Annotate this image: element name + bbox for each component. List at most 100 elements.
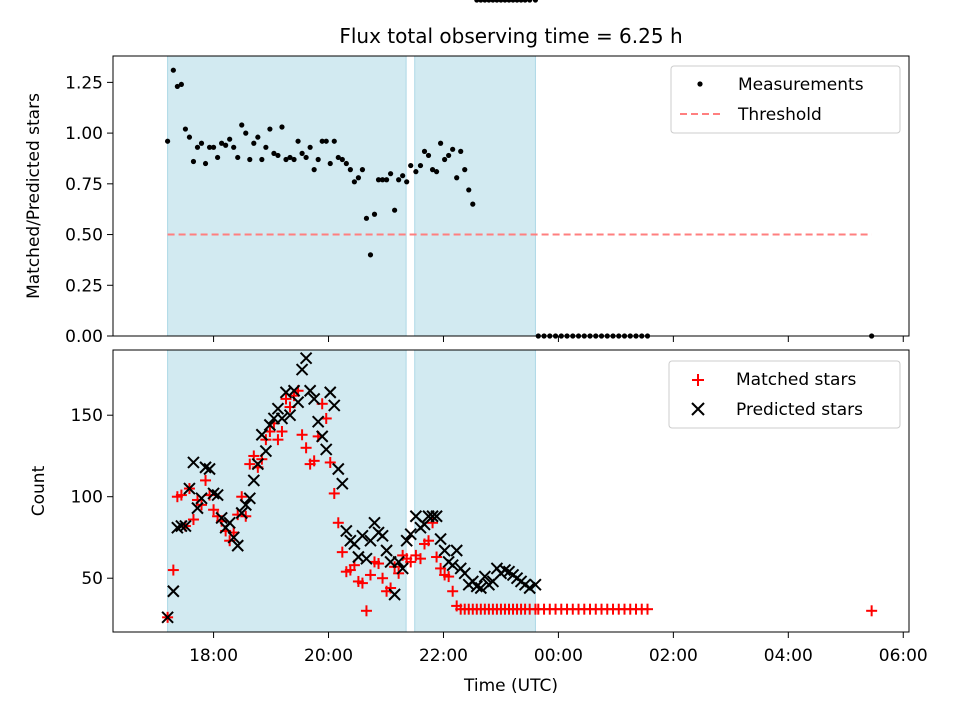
ratio-y-ticks: 0.00 0.25 0.50 0.75 1.00 1.25 — [65, 73, 113, 347]
predicted-stars-points — [161, 351, 542, 624]
count-y-ticks: 50 100 150 — [71, 406, 113, 589]
measurement-point — [202, 160, 209, 167]
measurement-point — [442, 156, 448, 163]
measurement-point — [251, 140, 257, 146]
predicted-star-point — [183, 482, 196, 495]
measurement-point — [371, 211, 378, 217]
measurement-point — [311, 167, 317, 173]
count-legend: Matched stars Predicted stars — [668, 360, 901, 429]
measurement-point — [239, 122, 245, 128]
predicted-star-point — [307, 392, 321, 406]
time-x-label: Time (UTC) — [463, 676, 558, 696]
measurement-point — [235, 154, 241, 161]
measurement-point — [279, 124, 285, 130]
measurement-point — [170, 67, 176, 73]
measurement-point — [331, 138, 337, 144]
predicted-star-point — [191, 501, 204, 515]
predicted-star-point — [195, 492, 208, 505]
measurement-point — [210, 144, 217, 150]
predicted-star-point — [450, 544, 463, 557]
measurement-point — [518, 0, 524, 3]
matched-star-point — [356, 577, 368, 589]
x-tick-label: 06:00 — [879, 646, 928, 666]
y-tick-label: 0.00 — [65, 327, 103, 347]
measurement-point — [433, 169, 440, 175]
measurement-point — [243, 130, 249, 136]
predicted-star-point — [400, 534, 413, 547]
predicted-star-point — [368, 516, 381, 529]
y-tick-label: 1.00 — [65, 124, 103, 144]
predicted-star-point — [271, 402, 285, 415]
predicted-star-point — [287, 384, 301, 397]
matched-star-point — [377, 572, 389, 584]
measurement-point — [462, 167, 468, 173]
predicted-star-point — [396, 562, 409, 575]
matched-star-point — [435, 562, 447, 574]
y-tick-label: 150 — [71, 406, 103, 426]
predicted-star-point — [175, 519, 188, 533]
measurement-point — [323, 138, 329, 144]
predicted-star-point — [328, 399, 341, 412]
predicted-star-point — [235, 506, 248, 520]
measurement-point — [247, 156, 253, 163]
measurement-point — [429, 167, 436, 173]
matched-star-point — [167, 564, 179, 576]
measurement-point — [367, 252, 374, 258]
predicted-star-point — [478, 570, 492, 583]
measurement-point — [271, 150, 277, 156]
legend-predicted-marker — [691, 402, 705, 416]
measurement-point — [532, 0, 539, 3]
matched-star-point — [328, 487, 340, 499]
measurement-point — [315, 156, 321, 163]
matched-star-point — [308, 455, 320, 467]
measurement-point — [363, 215, 370, 221]
measurement-point — [446, 152, 452, 159]
measurement-points — [164, 0, 875, 339]
predicted-star-point — [324, 386, 337, 399]
measurement-point — [215, 154, 221, 161]
predicted-star-point — [161, 611, 174, 624]
measurement-point — [307, 144, 313, 150]
measurement-point — [259, 156, 265, 163]
predicted-star-point — [243, 492, 256, 505]
measurement-point — [319, 138, 325, 144]
measurement-point — [299, 150, 305, 156]
observing-band — [414, 55, 536, 337]
count-x-ticks: 18:00 20:00 22:00 00:00 02:00 04:00 06:00 — [189, 632, 928, 666]
matched-star-point — [324, 456, 336, 468]
measurement-point — [502, 0, 508, 3]
measurement-point — [287, 154, 293, 161]
x-tick-label: 18:00 — [189, 646, 238, 666]
measurement-point — [186, 134, 193, 140]
matched-star-point — [175, 489, 187, 501]
predicted-star-point — [215, 511, 228, 525]
matched-star-point — [431, 551, 443, 563]
measurement-point — [223, 142, 229, 148]
ratio-panel-frame — [112, 55, 910, 337]
matched-star-point — [447, 585, 459, 597]
measurement-point — [490, 0, 496, 3]
predicted-star-point — [223, 516, 236, 529]
measurement-point — [486, 0, 492, 3]
measurement-point — [359, 167, 366, 173]
matched-star-point — [423, 535, 435, 547]
measurement-point — [527, 0, 533, 3]
predicted-star-point — [392, 555, 405, 569]
matched-star-point — [866, 605, 878, 617]
predicted-star-point — [259, 444, 273, 458]
predicted-star-point — [438, 544, 451, 557]
measurement-point — [510, 0, 516, 3]
predicted-star-point — [295, 363, 309, 376]
predicted-star-point — [340, 524, 353, 538]
measurement-point — [404, 179, 410, 185]
y-tick-label: 0.25 — [65, 276, 103, 296]
measurement-point — [343, 160, 349, 167]
x-tick-label: 20:00 — [304, 646, 353, 666]
measurement-point — [498, 0, 504, 3]
matched-star-point — [364, 569, 376, 581]
predicted-star-point — [247, 474, 261, 487]
predicted-star-point — [199, 461, 212, 474]
measurement-point — [227, 136, 233, 142]
measurement-point — [454, 175, 460, 181]
